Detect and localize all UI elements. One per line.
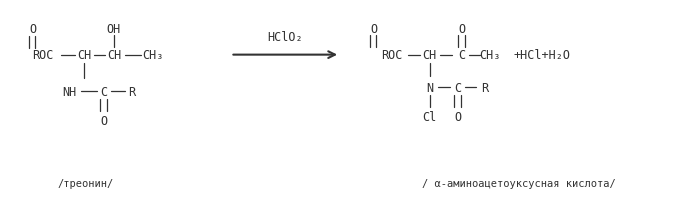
Text: O: O [371,22,378,35]
Text: C: C [454,81,461,94]
Text: O: O [30,22,37,35]
Text: Cl: Cl [422,111,437,124]
Text: / α-аминоацетоуксусная кислота/: / α-аминоацетоуксусная кислота/ [422,178,616,188]
Text: +HCl+H₂O: +HCl+H₂O [514,49,571,62]
Text: R: R [128,85,135,98]
Text: ROC: ROC [33,49,54,62]
Text: NH: NH [62,85,76,98]
Text: /треонин/: /треонин/ [58,178,114,188]
Text: CH: CH [77,49,91,62]
Text: O: O [101,115,107,128]
Text: R: R [481,81,488,94]
Text: ROC: ROC [381,49,403,62]
Text: C: C [458,49,465,62]
Text: C: C [101,85,107,98]
Text: HClO₂: HClO₂ [267,31,303,44]
Text: CH₃: CH₃ [480,49,501,62]
Text: OH: OH [107,22,121,35]
Text: CH: CH [107,49,121,62]
Text: O: O [454,111,461,124]
Text: N: N [426,81,433,94]
Text: CH: CH [422,49,437,62]
Text: CH₃: CH₃ [142,49,163,62]
Text: O: O [458,22,465,35]
